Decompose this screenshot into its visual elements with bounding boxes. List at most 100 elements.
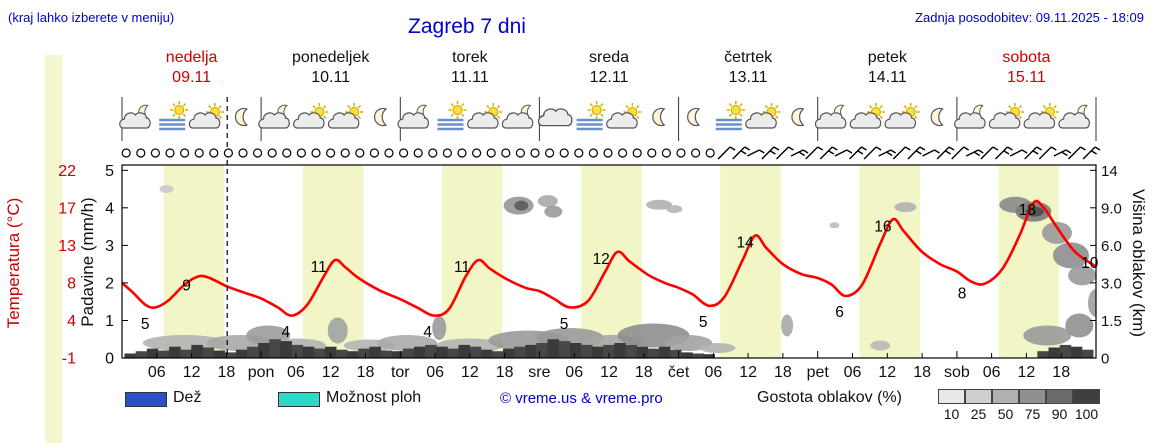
- time-tick-label: 18: [496, 364, 514, 381]
- time-tick-label: 18: [357, 364, 375, 381]
- precip-bar: [647, 348, 660, 358]
- density-label: 50: [997, 406, 1014, 422]
- time-tick-label: 12: [600, 364, 618, 381]
- sun-cloud-icon: [606, 103, 642, 129]
- day-name: ponedeljek: [291, 49, 370, 66]
- precip-bar: [525, 344, 537, 358]
- day-name: četrtek: [724, 49, 773, 66]
- wind-barb: [951, 146, 970, 160]
- precip-bar: [402, 348, 415, 358]
- precip-bar: [247, 346, 259, 358]
- sun-cloud-icon: [293, 103, 329, 129]
- precip-axis-tick-label: 5: [105, 163, 114, 180]
- precip-bar: [703, 354, 715, 358]
- fog-sun-icon: [437, 101, 467, 131]
- precip-bar: [258, 343, 270, 358]
- wind-barb: [1068, 146, 1086, 160]
- precip-bar: [391, 351, 404, 358]
- temp-axis-tick-label: -1: [62, 351, 76, 368]
- calm-circle: [326, 148, 336, 158]
- time-tick-label: 06: [148, 364, 166, 381]
- cloud-blob: [781, 314, 794, 337]
- cloud-blob: [432, 316, 447, 340]
- precip-bar: [202, 347, 215, 358]
- temp-point-label: 11: [311, 259, 327, 276]
- rain-legend-label: Dež: [173, 389, 202, 406]
- day-date: 12.11: [589, 69, 629, 86]
- precip-axis-tick-label: 2: [105, 275, 114, 292]
- sun-cloud-icon: [188, 103, 224, 129]
- wind-barb: [819, 146, 838, 160]
- precip-bar: [1081, 349, 1094, 358]
- cloud-blob: [646, 199, 673, 210]
- temp-point-label: 4: [281, 324, 290, 341]
- wind-barb: [761, 146, 780, 160]
- cloud-blob: [514, 200, 529, 211]
- calm-circle: [661, 148, 672, 158]
- calm-circle: [588, 148, 599, 158]
- precip-bar: [592, 346, 604, 358]
- cloud-blob: [666, 205, 683, 214]
- time-tick-label: 06: [983, 364, 1001, 381]
- day-name: petek: [867, 49, 907, 66]
- cloud-blob: [699, 343, 736, 353]
- time-tick-label: 18: [1052, 364, 1070, 381]
- calm-circle: [194, 148, 204, 158]
- precip-bar: [681, 352, 693, 358]
- cloud-axis-tick-label: 0: [1101, 351, 1109, 368]
- daylight-band: [859, 165, 920, 358]
- copyright-link[interactable]: © vreme.us & vreme.pro: [500, 390, 663, 407]
- wind-barb: [746, 149, 765, 157]
- precip-bar: [302, 346, 315, 358]
- sun-cloud-icon: [745, 103, 781, 129]
- time-tick-label: 18: [635, 364, 653, 381]
- cloud-blob: [829, 222, 840, 229]
- precip-bar: [135, 351, 148, 358]
- wind-barb: [776, 146, 794, 160]
- temp-point-label: 10: [1081, 255, 1099, 272]
- day-abbr-label: tor: [391, 364, 410, 381]
- precip-bar: [235, 349, 248, 358]
- precip-bar: [269, 339, 281, 358]
- density-swatch: [1019, 389, 1046, 404]
- day-date: 13.11: [728, 69, 768, 86]
- wind-barb: [980, 146, 999, 160]
- day-abbr-label: sre: [528, 364, 550, 381]
- calm-circle: [501, 148, 511, 158]
- time-tick-label: 12: [461, 364, 479, 381]
- temp-axis-tick-label: 17: [58, 200, 76, 217]
- temp-axis-tick-label: 4: [67, 313, 76, 330]
- time-tick-label: 06: [426, 364, 444, 381]
- cloud-moon-icon: [954, 104, 986, 129]
- calm-circle: [530, 148, 540, 158]
- time-tick-label: 18: [774, 364, 792, 381]
- precip-bar: [636, 346, 649, 358]
- calm-circle: [603, 148, 613, 158]
- wind-barb: [863, 146, 882, 160]
- cloud-blob: [159, 185, 174, 194]
- precip-bar: [558, 341, 571, 358]
- precip-bar: [380, 350, 393, 358]
- wind-barb: [907, 146, 926, 160]
- wind-barb: [892, 146, 911, 160]
- wind-barb: [849, 146, 867, 160]
- calm-circle: [472, 148, 482, 158]
- temp-point-label: 8: [958, 286, 967, 303]
- wind-barb: [790, 149, 809, 157]
- day-abbr-label: čet: [668, 364, 690, 381]
- cloud-icon: [537, 108, 573, 127]
- calm-circle: [180, 148, 190, 158]
- page-title: Zagreb 7 dni: [408, 15, 526, 38]
- calm-circle: [355, 148, 365, 158]
- sun-cloud-icon: [467, 103, 503, 129]
- cloud-blob: [327, 317, 348, 344]
- calm-circle: [136, 148, 146, 158]
- day-abbr-label: sob: [944, 364, 970, 381]
- wind-barb: [1082, 146, 1101, 160]
- temp-point-label: 11: [454, 259, 470, 276]
- temp-point-label: 16: [874, 218, 891, 235]
- precip-bar: [124, 353, 137, 358]
- cloud-blob: [870, 340, 891, 351]
- calm-circle: [574, 148, 584, 158]
